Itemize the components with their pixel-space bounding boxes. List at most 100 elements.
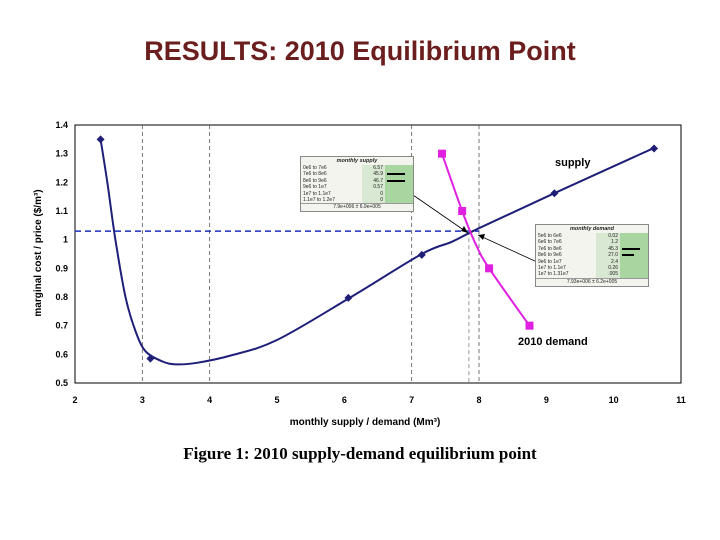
range-cell: 0e6 to 7e6 bbox=[303, 165, 327, 171]
table-row: 1e7 to 1.1e7 0.26 bbox=[536, 265, 648, 272]
demand-series-label: 2010 demand bbox=[518, 336, 588, 348]
equilibrium-chart: 2 3 4 5 6 7 8 9 10 11 0.5 0.6 0.7 0.8 0.9 1 1.1 1.2 1.3 1.4… bbox=[33, 120, 686, 428]
supply-point bbox=[417, 250, 426, 259]
table-row: 8e6 to 9e6 27.0 bbox=[536, 252, 648, 259]
x-tick-label: 10 bbox=[609, 395, 619, 405]
x-tick-label: 9 bbox=[544, 395, 549, 405]
inset-pointer-supply-head bbox=[461, 226, 468, 233]
table-row: 5e6 to 6e6 0.02 bbox=[536, 233, 648, 240]
x-tick-label: 8 bbox=[476, 395, 481, 405]
value-cell: 45.3 bbox=[596, 245, 620, 253]
histogram-bar bbox=[385, 177, 413, 185]
y-tick-label: 0.7 bbox=[55, 321, 68, 331]
range-cell: 1e7 to 1.1e7 bbox=[538, 265, 566, 272]
histogram-bar bbox=[385, 197, 413, 204]
histogram-bar bbox=[620, 239, 648, 246]
y-tick-label: 1.2 bbox=[55, 177, 68, 187]
range-cell: 8e6 to 9e6 bbox=[538, 252, 562, 259]
y-tick-label: 0.8 bbox=[55, 292, 68, 302]
supply-inset-table: monthly supply 0e6 to 7e6 6.57 7e6 to 8e6… bbox=[300, 156, 414, 213]
y-tick-label: 0.9 bbox=[55, 263, 68, 273]
histogram-bar bbox=[385, 171, 413, 178]
range-cell: 1.1e7 to 1.2e7 bbox=[303, 197, 335, 204]
page-title: RESULTS: 2010 Equilibrium Point bbox=[144, 36, 576, 66]
supply-inset-rows: 0e6 to 7e6 6.57 7e6 to 8e6 45.9 8e6 to 9e6… bbox=[301, 165, 413, 204]
range-cell: 7e6 to 8e6 bbox=[303, 171, 327, 178]
demand-inset-footer: 7.93e+006 ± 6.2e+005 bbox=[536, 277, 648, 286]
y-tick-label: 1.3 bbox=[55, 149, 68, 159]
equilibrium-price-line bbox=[75, 230, 479, 383]
table-row: 6e6 to 7e6 1.2 bbox=[536, 239, 648, 246]
demand-curve bbox=[441, 153, 531, 327]
figure-caption: Figure 1: 2010 supply-demand equilibrium… bbox=[183, 444, 537, 463]
supply-point bbox=[146, 354, 155, 363]
demand-point bbox=[525, 321, 534, 330]
table-row: 1e7 to 1.1e7 0 bbox=[301, 190, 413, 198]
value-cell: 46.7 bbox=[361, 177, 385, 185]
range-cell: 9e6 to 1e7 bbox=[303, 184, 327, 191]
range-cell: 5e6 to 6e6 bbox=[538, 233, 562, 239]
value-cell: 2.4 bbox=[596, 258, 620, 266]
supply-point bbox=[550, 189, 559, 198]
histogram-bar bbox=[620, 258, 648, 266]
x-tick-label: 5 bbox=[274, 395, 279, 405]
x-tick-label: 3 bbox=[140, 395, 145, 405]
value-cell: 0.26 bbox=[596, 265, 620, 272]
y-tick-label: 1.4 bbox=[55, 120, 68, 130]
table-row: 7e6 to 8e6 45.3 bbox=[536, 245, 648, 253]
value-cell: 0 bbox=[361, 190, 385, 198]
value-cell: 0 bbox=[361, 197, 385, 204]
histogram-bar bbox=[620, 252, 648, 259]
y-tick-label: 1.1 bbox=[55, 206, 68, 216]
demand-point bbox=[437, 149, 446, 158]
table-row: 1e7 to 1.31e7 .005 bbox=[536, 271, 648, 278]
histogram-bar bbox=[385, 184, 413, 191]
table-row: 1.1e7 to 1.2e7 0 bbox=[301, 197, 413, 204]
supply-point bbox=[96, 135, 105, 144]
range-cell: 9e6 to 1e7 bbox=[538, 258, 562, 265]
range-cell: 7e6 to 8e6 bbox=[538, 245, 562, 252]
x-tick-label: 11 bbox=[676, 395, 686, 405]
x-tick-label: 4 bbox=[207, 395, 212, 405]
x-tick-label: 6 bbox=[342, 395, 347, 405]
table-row: 9e6 to 1e7 0.57 bbox=[301, 184, 413, 191]
supply-point bbox=[344, 293, 353, 302]
histogram-bar bbox=[620, 265, 648, 272]
demand-inset-table: monthly demand 5e6 to 6e6 0.02 6e6 to 7e6… bbox=[535, 224, 649, 287]
x-axis-label: monthly supply / demand (Mm³) bbox=[290, 417, 441, 428]
y-tick-label: 0.6 bbox=[55, 349, 68, 359]
value-cell: 6.57 bbox=[361, 165, 385, 172]
value-cell: 27.0 bbox=[596, 252, 620, 259]
histogram-bar bbox=[620, 271, 648, 278]
value-cell: 0.02 bbox=[596, 233, 620, 240]
histogram-bar bbox=[385, 165, 413, 172]
x-tick-label: 2 bbox=[72, 395, 77, 405]
histogram-bar bbox=[385, 190, 413, 198]
value-cell: 0.57 bbox=[361, 184, 385, 191]
y-axis-label: marginal cost / price ($/m³) bbox=[33, 189, 44, 316]
demand-point bbox=[458, 207, 467, 215]
value-cell: 45.9 bbox=[361, 171, 385, 178]
table-row: 9e6 to 1e7 2.4 bbox=[536, 258, 648, 266]
histogram-bar bbox=[620, 233, 648, 240]
tick-labels: 2 3 4 5 6 7 8 9 10 11 0.5 0.6 0.7 0.8 0.9 1 1.1 1.2 1.3 1.4 bbox=[55, 120, 685, 405]
range-cell: 1e7 to 1.31e7 bbox=[538, 271, 569, 278]
inset-pointer-demand bbox=[477, 234, 538, 263]
y-tick-label: 1 bbox=[63, 235, 68, 245]
table-row: 7e6 to 8e6 45.9 bbox=[301, 171, 413, 178]
y-tick-label: 0.5 bbox=[55, 378, 68, 388]
range-cell: 6e6 to 7e6 bbox=[538, 239, 562, 246]
histogram-bar bbox=[620, 245, 648, 253]
supply-point bbox=[650, 144, 659, 153]
demand-inset-rows: 5e6 to 6e6 0.02 6e6 to 7e6 1.2 7e6 to 8e6 4… bbox=[536, 233, 648, 278]
x-tick-label: 7 bbox=[409, 395, 414, 405]
supply-series-label: supply bbox=[555, 157, 591, 169]
value-cell: 1.2 bbox=[596, 239, 620, 246]
table-row: 8e6 to 9e6 46.7 bbox=[301, 177, 413, 185]
supply-inset-title: monthly supply bbox=[336, 158, 378, 164]
inset-pointer-demand-head bbox=[478, 234, 485, 240]
demand-inset-title: monthly demand bbox=[569, 226, 614, 232]
supply-curve bbox=[99, 139, 655, 366]
inset-pointer-supply bbox=[412, 194, 469, 234]
series-layer bbox=[96, 135, 659, 366]
